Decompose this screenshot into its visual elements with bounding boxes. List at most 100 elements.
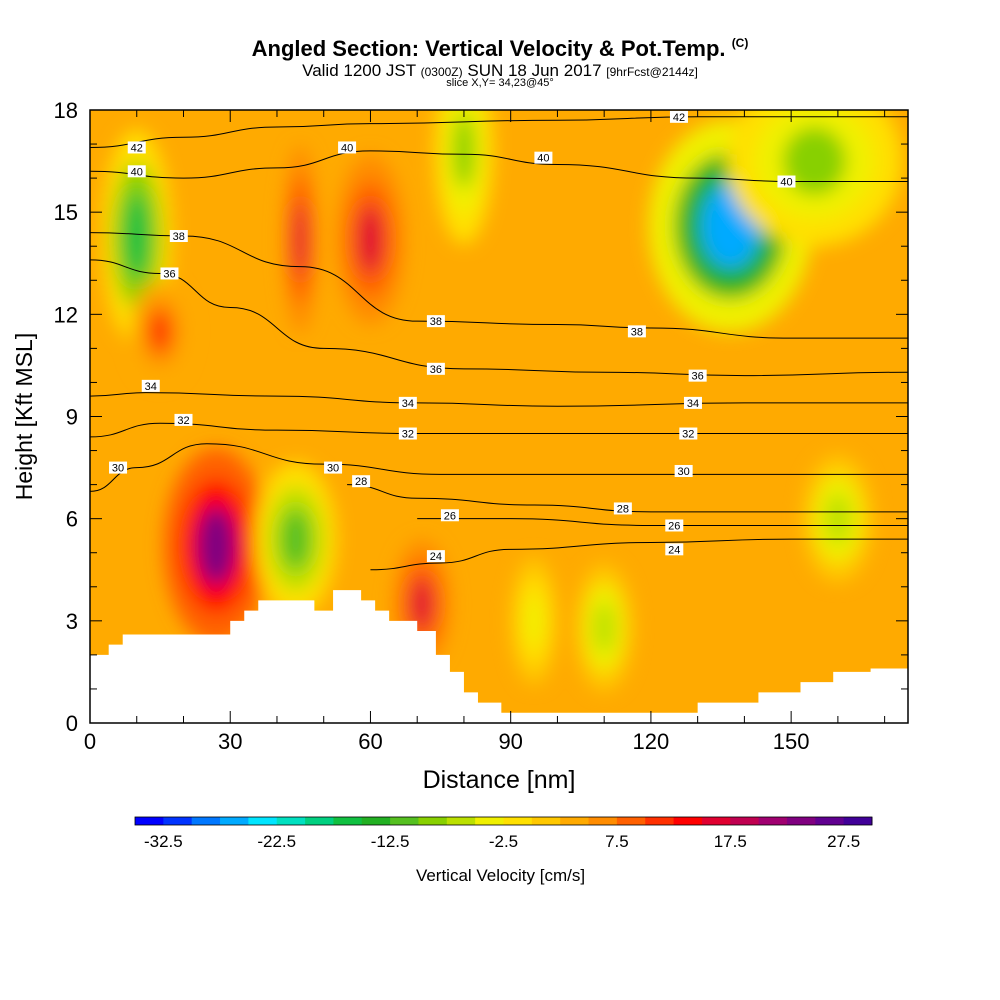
- theta-contour-line: [90, 232, 908, 339]
- chart-title-tag: (C): [731, 36, 749, 50]
- contour-label-bg: [440, 509, 459, 522]
- terrain-mask: [90, 590, 908, 723]
- colorbar-swatch: [475, 817, 504, 825]
- colorbar-swatch: [276, 817, 306, 825]
- colorbar-swatch: [645, 817, 675, 825]
- colorbar-swatch: [588, 817, 618, 825]
- theta-contour-line: [90, 150, 908, 183]
- contour-label: 24: [430, 551, 442, 563]
- colorbar-swatch: [220, 817, 249, 825]
- valid-utc: (0300Z): [420, 65, 463, 79]
- contour-label-bg: [127, 165, 146, 178]
- contour-label-bg: [665, 543, 684, 556]
- x-tick-label: 60: [358, 729, 382, 754]
- colorbar-tick-label: -32.5: [144, 832, 183, 851]
- y-tick-label: 18: [54, 98, 78, 123]
- contour-label-bg: [665, 519, 684, 532]
- colorbar-swatch: [673, 817, 703, 825]
- y-tick-label: 6: [66, 507, 78, 532]
- contour-label-bg: [324, 461, 343, 474]
- contour-label: 34: [402, 398, 414, 410]
- colorbar-tick-label: 17.5: [714, 832, 747, 851]
- theta-contour-line: [417, 518, 908, 526]
- contour-label-bg: [398, 396, 417, 409]
- colorbar-swatch: [305, 817, 334, 825]
- colorbar-tick-label: -2.5: [489, 832, 518, 851]
- contour-label: 26: [444, 510, 456, 522]
- contour-label: 42: [673, 112, 685, 124]
- contour-label: 36: [692, 371, 704, 383]
- terrain: [90, 590, 908, 723]
- velocity-cell-core: [782, 127, 847, 196]
- forecast-info: [9hrFcst@2144z]: [606, 65, 698, 79]
- contour-label: 34: [145, 381, 157, 393]
- contour-label: 36: [163, 268, 175, 280]
- x-tick-label: 0: [84, 729, 96, 754]
- theta-contour-line: [370, 538, 908, 571]
- y-tick-label: 12: [54, 302, 78, 327]
- chart-subtitle: Valid 1200 JST (0300Z) SUN 18 Jun 2017 […: [0, 61, 1000, 81]
- colorbar-swatch: [815, 817, 845, 825]
- velocity-cell-core: [149, 310, 171, 352]
- theta-contour-line: [90, 116, 908, 148]
- velocity-field: [90, 110, 908, 723]
- contour-label: 24: [668, 544, 680, 556]
- colorbar-label: Vertical Velocity [cm/s]: [416, 866, 585, 885]
- colorbar-swatch: [701, 817, 731, 825]
- contour-label-bg: [109, 461, 128, 474]
- y-tick-label: 9: [66, 405, 78, 430]
- chart-title: Angled Section: Vertical Velocity & Pot.…: [0, 36, 1000, 62]
- colorbar-swatch: [390, 817, 419, 825]
- valid-prefix: Valid 1200 JST: [302, 61, 416, 80]
- contour-label-bg: [426, 550, 445, 563]
- y-axis-label: Height [Kft MSL]: [11, 333, 37, 500]
- velocity-cell-core: [593, 602, 615, 654]
- contour-label-bg: [679, 427, 698, 440]
- y-tick-label: 15: [54, 200, 78, 225]
- colorbar-frame: [134, 816, 873, 826]
- theta-contour-line: [90, 392, 908, 407]
- contour-label: 38: [631, 326, 643, 338]
- colorbar-swatch: [531, 817, 561, 825]
- colorbar-swatch: [843, 817, 873, 825]
- velocity-cell-core: [453, 113, 475, 189]
- contour-label: 38: [430, 316, 442, 328]
- colorbar-swatch: [786, 817, 816, 825]
- contour-label: 36: [430, 364, 442, 376]
- theta-contour-line: [90, 443, 908, 492]
- colorbar-swatch: [191, 817, 221, 825]
- slice-info: slice X,Y= 34,23@45°: [446, 77, 554, 89]
- colorbar-tick-label: 7.5: [605, 832, 629, 851]
- y-tick-label: 0: [66, 711, 78, 736]
- contour-label: 28: [355, 476, 367, 488]
- theta-contour-line: [347, 484, 908, 513]
- contour-label: 30: [327, 463, 339, 475]
- theta-contours: 24 24 26 26 28 28 30 30 30 32 32 32 34 34 34 36 36 36 38 38…: [90, 110, 908, 571]
- contour-label: 32: [402, 429, 414, 441]
- y-tick-label: 3: [66, 609, 78, 634]
- contour-label: 30: [112, 463, 124, 475]
- contour-label-bg: [426, 362, 445, 375]
- contour-label: 32: [177, 415, 189, 427]
- colorbar-swatch: [730, 817, 760, 825]
- contour-label-bg: [338, 141, 357, 154]
- contour-label: 40: [537, 153, 549, 165]
- contour-label-bg: [674, 464, 693, 477]
- colorbar-tick-label: -22.5: [257, 832, 296, 851]
- colorbar-swatch: [361, 817, 391, 825]
- colorbar-swatch: [446, 817, 476, 825]
- contour-label: 40: [780, 177, 792, 189]
- colorbar-swatch: [758, 817, 788, 825]
- contour-label: 42: [131, 142, 143, 154]
- contour-label-bg: [160, 267, 179, 280]
- contour-label-bg: [352, 475, 371, 488]
- contour-label-bg: [683, 396, 702, 409]
- contour-label: 40: [341, 142, 353, 154]
- contour-label-bg: [426, 315, 445, 328]
- contour-label-bg: [669, 110, 688, 123]
- x-tick-label: 120: [633, 729, 670, 754]
- colorbar-swatch: [503, 817, 533, 825]
- velocity-cell-core: [280, 508, 311, 570]
- colorbar-swatch: [163, 817, 193, 825]
